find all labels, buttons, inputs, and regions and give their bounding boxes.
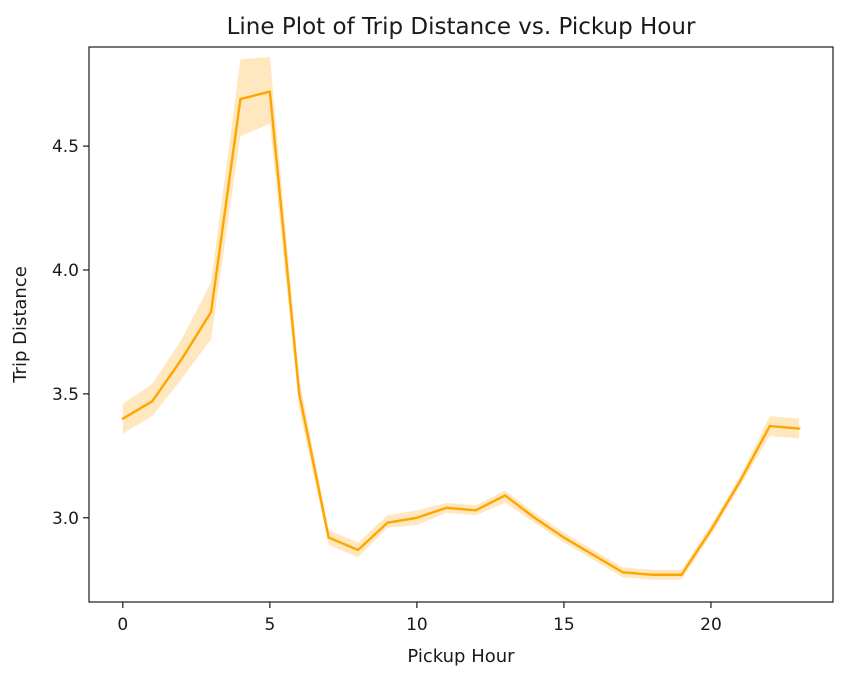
data-point <box>650 573 654 576</box>
data-point <box>327 536 330 539</box>
data-point <box>768 424 771 428</box>
x-tick-label: 0 <box>117 615 128 635</box>
x-axis: 0 5 10 15 20 <box>117 602 722 635</box>
plot-area <box>121 56 801 580</box>
data-point <box>298 392 301 396</box>
data-point <box>562 536 566 539</box>
data-point <box>415 516 419 519</box>
y-tick-label: 3.0 <box>52 509 79 529</box>
x-axis-label: Pickup Hour <box>407 646 515 667</box>
y-tick-label: 4.0 <box>52 261 79 281</box>
data-point <box>621 571 624 574</box>
x-tick-label: 20 <box>700 615 722 635</box>
data-point <box>386 521 389 524</box>
data-point <box>739 479 742 482</box>
x-tick-label: 15 <box>553 615 575 635</box>
data-point <box>239 97 242 101</box>
x-tick-label: 5 <box>264 615 275 635</box>
data-point <box>209 310 213 314</box>
data-point <box>709 528 713 532</box>
data-point <box>797 427 801 430</box>
data-point <box>680 573 683 576</box>
data-point <box>533 516 536 519</box>
y-tick-label: 3.5 <box>52 385 79 405</box>
data-point <box>503 494 507 497</box>
x-tick-label: 10 <box>406 615 428 635</box>
y-axis: 3.0 3.5 4.0 4.5 <box>52 137 89 529</box>
data-point <box>445 506 448 510</box>
data-point <box>592 553 595 557</box>
y-axis-label: Trip Distance <box>10 266 31 384</box>
y-tick-label: 4.5 <box>52 137 79 157</box>
data-point <box>151 400 154 403</box>
data-point <box>356 548 360 552</box>
data-point <box>268 90 272 93</box>
data-point <box>474 509 477 512</box>
data-point <box>121 417 125 420</box>
data-point <box>180 357 183 361</box>
plot-frame <box>88 46 834 603</box>
chart-title: Line Plot of Trip Distance vs. Pickup Ho… <box>227 14 696 40</box>
series-line <box>121 90 801 576</box>
